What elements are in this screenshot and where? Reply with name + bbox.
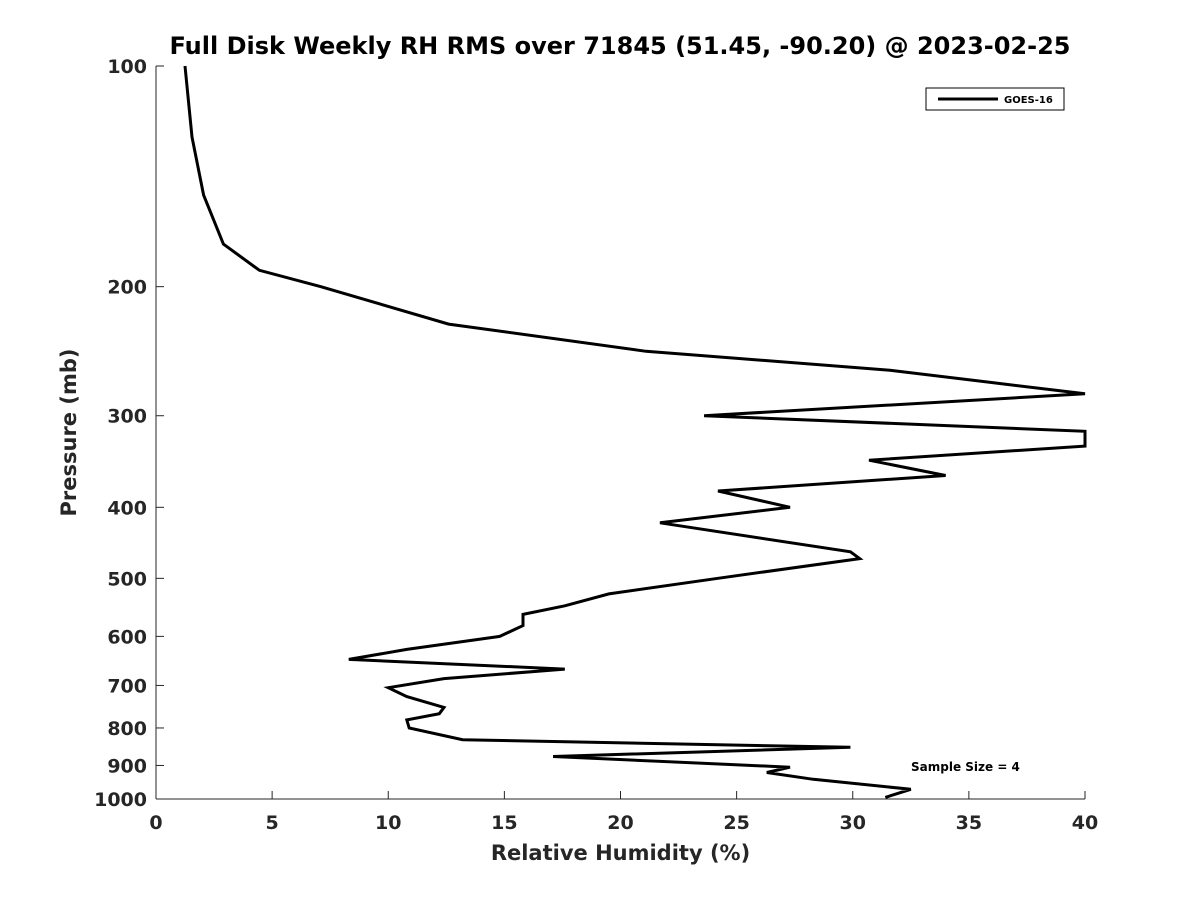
y-tick-label: 600 [107, 626, 147, 648]
y-axis: 100 200 300 400 500 600 700 800 900 1000 [94, 56, 164, 811]
series-layer [183, 65, 1087, 799]
legend-label-goes16: GOES-16 [1004, 95, 1053, 106]
x-tick-label: 30 [840, 812, 866, 834]
y-tick-label: 500 [107, 568, 147, 590]
y-tick-label: 800 [107, 718, 147, 740]
x-tick-label: 0 [149, 812, 162, 834]
x-tick-label: 25 [723, 812, 749, 834]
plot-area [156, 66, 1085, 799]
sample-size-annotation: Sample Size = 4 [911, 760, 1020, 774]
x-tick-label: 5 [266, 812, 279, 834]
legend: GOES-16 [925, 87, 1065, 111]
x-tick-label: 15 [491, 812, 517, 834]
x-tick-label: 20 [607, 812, 633, 834]
y-tick-label: 200 [107, 277, 147, 299]
x-axis-label: Relative Humidity (%) [491, 841, 750, 865]
x-axis: 0 5 10 15 20 25 30 35 40 [149, 791, 1098, 834]
x-tick-label: 35 [956, 812, 982, 834]
y-tick-label: 100 [107, 56, 147, 78]
y-tick-label: 400 [107, 497, 147, 519]
y-tick-label: 1000 [94, 789, 147, 811]
series-line-goes16 [183, 65, 1087, 799]
y-tick-label: 900 [107, 755, 147, 777]
y-axis-label: Pressure (mb) [57, 349, 81, 517]
x-tick-label: 40 [1072, 812, 1098, 834]
chart-title: Full Disk Weekly RH RMS over 71845 (51.4… [169, 32, 1070, 60]
y-tick-label: 300 [107, 406, 147, 428]
y-tick-label: 700 [107, 675, 147, 697]
x-tick-label: 10 [375, 812, 401, 834]
